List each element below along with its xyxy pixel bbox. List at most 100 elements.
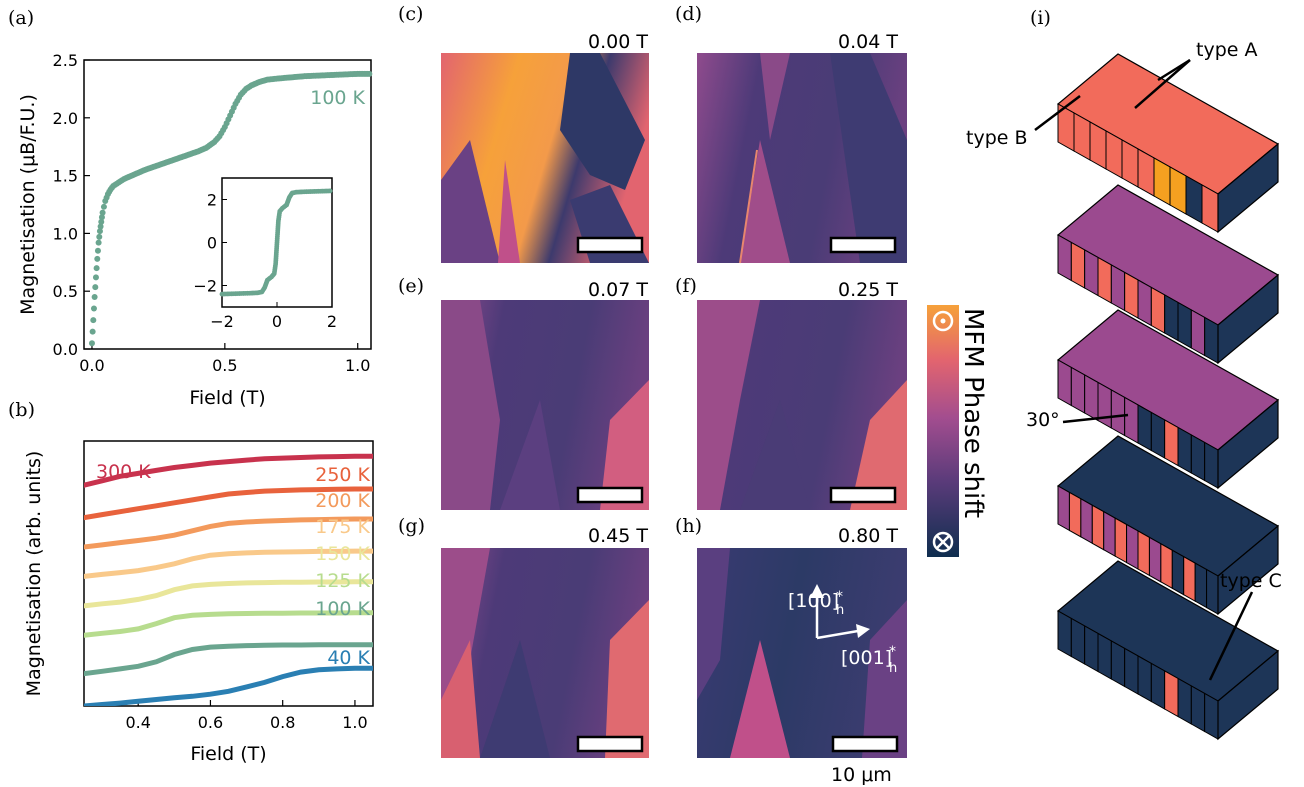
slab-1 bbox=[1056, 53, 1280, 234]
data-point-a bbox=[92, 274, 99, 281]
slab-front-stripe bbox=[1137, 279, 1152, 327]
scale-bar-h bbox=[831, 735, 899, 753]
slab-front-stripe bbox=[1097, 381, 1112, 429]
inset-x-tick-label: −2 bbox=[210, 312, 234, 331]
series-label-a: 100 K bbox=[310, 87, 365, 109]
slab-front-stripe bbox=[1164, 294, 1179, 342]
slab-front-stripe bbox=[1080, 498, 1093, 545]
slab-5 bbox=[1056, 560, 1280, 741]
leader-type-c bbox=[1208, 591, 1254, 681]
slab-front-stripe bbox=[1084, 374, 1099, 422]
colorbar-label: MFM Phase shift bbox=[958, 308, 988, 518]
field-label-d: 0.04 T bbox=[838, 31, 898, 53]
slab-front-stripe bbox=[1110, 389, 1126, 437]
series-line-40k bbox=[84, 665, 373, 706]
x-tick-label-a: 0.5 bbox=[212, 356, 237, 375]
panel-label-c: (c) bbox=[398, 3, 423, 25]
series-label-b: 40 K bbox=[327, 647, 370, 669]
x-tick-label-a: 1.0 bbox=[345, 356, 370, 375]
slab-front-stripe bbox=[1150, 286, 1166, 334]
data-point-a bbox=[97, 223, 104, 230]
label-type-c: type C bbox=[1220, 570, 1282, 592]
series-lines-b bbox=[84, 453, 373, 706]
data-point-a bbox=[94, 247, 101, 254]
slab-front-stripe bbox=[1137, 655, 1152, 703]
x-tick-label-b: 0.8 bbox=[270, 713, 295, 732]
slab-front-stripe bbox=[1177, 677, 1192, 725]
series-label-b: 125 K bbox=[315, 570, 370, 592]
plot-frame-b bbox=[83, 440, 374, 707]
field-label-c: 0.00 T bbox=[588, 31, 648, 53]
slab-side bbox=[1217, 273, 1279, 365]
series-label-b: 150 K bbox=[315, 543, 370, 565]
series-line-175k bbox=[84, 548, 373, 579]
field-label-g: 0.45 T bbox=[588, 525, 648, 547]
slab-front-stripe bbox=[1124, 271, 1139, 319]
field-label-f: 0.25 T bbox=[838, 279, 898, 301]
slab-front-stripe bbox=[1137, 404, 1152, 452]
x-tick-label-b: 1.0 bbox=[342, 713, 367, 732]
slab-front-stripe bbox=[1190, 309, 1206, 357]
plot-frame-a bbox=[83, 59, 372, 350]
slab-front-stripe bbox=[1137, 530, 1150, 577]
slab-front-stripe bbox=[1204, 441, 1219, 489]
slab-side bbox=[1217, 649, 1279, 741]
panel-label-d: (d) bbox=[675, 3, 702, 25]
leader-type-a-1 bbox=[1134, 59, 1191, 109]
slab-front-stripe bbox=[1177, 301, 1192, 349]
series-line-125k bbox=[84, 610, 373, 638]
axis-sub-001: h bbox=[889, 661, 897, 676]
slab-front-stripe bbox=[1164, 419, 1179, 467]
label-type-a: type A bbox=[1196, 39, 1257, 61]
slab-2 bbox=[1056, 184, 1280, 365]
data-point-a bbox=[96, 233, 103, 240]
x-tick-label-b: 0.6 bbox=[198, 713, 223, 732]
slab-front-stripe bbox=[1150, 411, 1166, 459]
panel-label-i: (i) bbox=[1030, 7, 1051, 29]
domain-schematic bbox=[1034, 53, 1280, 741]
y-axis-label-b: Magnetisation (arb. units) bbox=[23, 451, 45, 697]
slab-front-stripe bbox=[1097, 256, 1112, 304]
slab-front-stripe bbox=[1057, 234, 1072, 282]
scale-bar-d bbox=[829, 236, 897, 254]
mfm-image-c bbox=[441, 53, 649, 263]
panel-label-b: (b) bbox=[8, 399, 35, 421]
inset-y-tick-label: 2 bbox=[207, 191, 217, 210]
data-point-a bbox=[94, 255, 101, 262]
slab-4 bbox=[1056, 435, 1280, 616]
chart-b: 0.4 0.6 0.8 1.0 Field (T) Magnetisation (arb.… bbox=[23, 440, 374, 765]
x-tick-label-b: 0.4 bbox=[125, 713, 150, 732]
scale-label: 10 μm bbox=[831, 764, 892, 786]
series-label-b: 300 K bbox=[96, 461, 151, 483]
slab-front-stripe bbox=[1190, 434, 1206, 482]
scale-bar-g bbox=[576, 735, 644, 753]
slab-front-stripe bbox=[1204, 316, 1219, 364]
data-point-a bbox=[92, 284, 99, 291]
slab-front-stripe bbox=[1206, 568, 1219, 615]
slab-front-stripe bbox=[1204, 692, 1219, 740]
slab-front-stripe bbox=[1097, 632, 1112, 680]
y-tick-label-a: 2.0 bbox=[53, 109, 78, 128]
mfm-image-g bbox=[441, 548, 649, 758]
y-tick-label-a: 0.5 bbox=[53, 282, 78, 301]
x-axis-label-b: Field (T) bbox=[190, 743, 266, 765]
leader-type-b bbox=[1034, 95, 1081, 131]
slab-front-stripe bbox=[1171, 549, 1185, 596]
data-point-a bbox=[366, 70, 373, 77]
y-tick-label-a: 0.0 bbox=[53, 340, 78, 359]
slab-front-stripe bbox=[1183, 555, 1196, 602]
slab-front-stripe bbox=[1057, 610, 1072, 658]
x-tick-label-a: 0.0 bbox=[79, 356, 104, 375]
mfm-image-e bbox=[441, 300, 649, 510]
data-point-a bbox=[88, 340, 95, 347]
slab-side bbox=[1217, 398, 1279, 490]
data-point-a bbox=[98, 218, 105, 225]
field-label-h: 0.80 T bbox=[838, 525, 898, 547]
leader-angle bbox=[1062, 413, 1129, 424]
axis-sup-100: * bbox=[836, 589, 843, 605]
panel-label-a: (a) bbox=[8, 7, 34, 29]
y-tick-label-a: 1.0 bbox=[53, 224, 78, 243]
mfm-image-f bbox=[697, 300, 907, 510]
panel-label-h: (h) bbox=[675, 515, 702, 537]
series-label-b: 175 K bbox=[315, 516, 370, 538]
